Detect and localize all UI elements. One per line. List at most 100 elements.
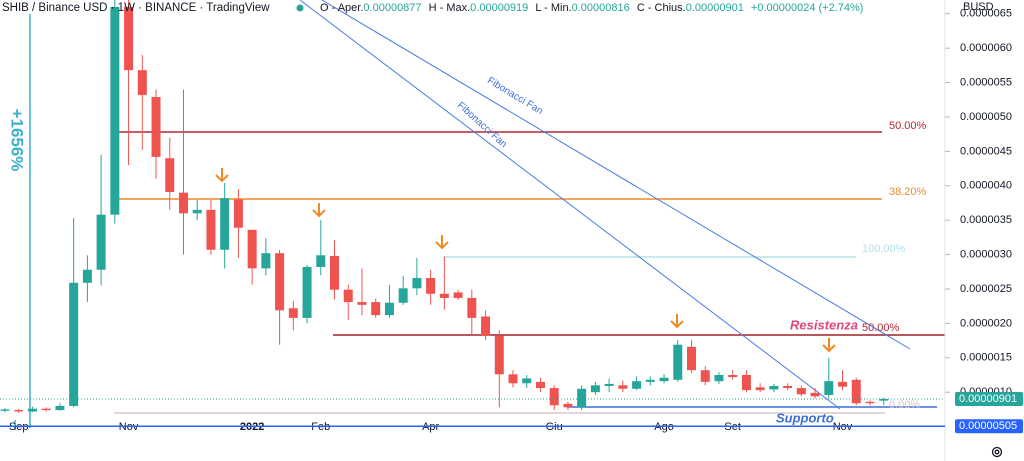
fib-fan-line xyxy=(299,0,841,410)
candle-body xyxy=(178,192,188,214)
candle-body xyxy=(14,410,24,412)
candle-body xyxy=(151,97,161,157)
y-tick-label: 0.0000045 xyxy=(960,145,1012,157)
resistance-label: Resistenza xyxy=(790,317,858,332)
candle-body xyxy=(41,408,51,411)
y-tick-label: 0.0000030 xyxy=(960,248,1012,260)
gain-label: +1656% xyxy=(8,109,27,172)
candle-body xyxy=(192,209,202,214)
gear-hub xyxy=(994,449,1000,455)
candle-body xyxy=(549,388,559,406)
candle-body xyxy=(371,302,381,316)
title: SHIB / Binance USD · 1W · BINANCE · Trad… xyxy=(2,2,270,14)
ohlc-value: 0.00000816 xyxy=(572,2,630,14)
candle-body xyxy=(220,198,230,250)
candle-body xyxy=(522,378,532,384)
candle-body xyxy=(508,374,518,384)
candle-body xyxy=(714,374,724,382)
y-tick-label: 0.0000065 xyxy=(960,8,1012,20)
candle-body xyxy=(769,386,779,390)
ohlc-value: 0.00000919 xyxy=(470,2,528,14)
ohlc-value: 0.00000877 xyxy=(363,2,421,14)
candle-body xyxy=(412,277,422,289)
candle-body xyxy=(590,385,600,393)
candle-body xyxy=(27,408,37,412)
ohlc-label: H - Max. xyxy=(429,2,471,14)
candle-body xyxy=(838,381,848,387)
fib-label: 38.20% xyxy=(889,186,927,198)
candle-body xyxy=(275,253,285,311)
candles xyxy=(0,0,889,413)
arrows xyxy=(215,168,836,353)
candle-body xyxy=(206,209,216,250)
fib-label: 100.00% xyxy=(862,243,906,255)
candle-body xyxy=(604,383,614,387)
fib-label: 0.00% xyxy=(889,399,920,411)
y-tick-label: 0.0000020 xyxy=(960,317,1012,329)
fib-fan-line xyxy=(321,0,911,350)
candle-body xyxy=(124,6,134,71)
header: SHIB / Binance USD · 1W · BINANCE · Trad… xyxy=(2,2,270,14)
candle-body xyxy=(659,377,669,382)
y-tick-label: 0.0000055 xyxy=(960,76,1012,88)
candle-body xyxy=(879,399,889,401)
y-tick-label: 0.0000035 xyxy=(960,214,1012,226)
ohlc-label: O - Aper. xyxy=(320,2,363,14)
candle-body xyxy=(645,379,655,382)
candle-body xyxy=(632,381,642,389)
arrow xyxy=(435,235,449,250)
candle-body xyxy=(563,403,573,408)
candle-body xyxy=(467,297,477,318)
candle-body xyxy=(796,388,806,395)
ohlc-value: 0.00000901 xyxy=(686,2,744,14)
candle-body xyxy=(247,229,257,269)
arrow xyxy=(822,338,836,353)
price-box xyxy=(955,419,1023,434)
arrow xyxy=(215,168,229,183)
candle-body xyxy=(288,308,298,318)
arrow xyxy=(312,203,326,218)
candle-body xyxy=(535,381,545,389)
candle-body xyxy=(398,288,408,303)
candle-body xyxy=(494,335,504,375)
candle-body xyxy=(343,289,353,303)
gear xyxy=(991,446,1003,458)
candle-body xyxy=(687,346,696,371)
y-tick-label: 0.0000040 xyxy=(960,180,1012,192)
fib-label: 50.00% xyxy=(889,120,927,132)
candle-body xyxy=(261,253,271,269)
candle-body xyxy=(0,409,10,411)
candle-body xyxy=(110,6,120,215)
ohlc-label: L - Min. xyxy=(535,2,571,14)
candle-body xyxy=(69,282,79,406)
ohlc-label: C - Chius. xyxy=(637,2,686,14)
y-tick-label: 0.0000050 xyxy=(960,111,1012,123)
candle-body xyxy=(865,401,875,404)
y-axis: 0.00000100.00000150.00000200.00000250.00… xyxy=(945,8,1012,398)
candle-body xyxy=(481,316,491,336)
candle-body xyxy=(673,344,683,380)
candle-body xyxy=(783,386,793,389)
status-dot xyxy=(296,4,304,12)
candle-body xyxy=(82,269,92,283)
settings-icon[interactable] xyxy=(991,446,1003,458)
y-tick-label: 0.0000025 xyxy=(960,283,1012,295)
candle-body xyxy=(741,374,751,391)
price-box xyxy=(955,392,1023,407)
candle-body xyxy=(439,293,449,298)
candle-body xyxy=(55,405,65,411)
candle-body xyxy=(577,388,587,408)
candle-body xyxy=(384,302,394,316)
fib-label: 50.00% xyxy=(862,322,900,334)
change: +0.00000024 (+2.74%) xyxy=(751,2,864,14)
candle-body xyxy=(165,158,175,192)
candle-body xyxy=(700,370,710,382)
candle-body xyxy=(810,392,820,397)
price-box-label: 0.00000505 xyxy=(959,420,1017,432)
candle-body xyxy=(426,277,436,294)
candle-body xyxy=(357,302,367,305)
candle-body xyxy=(233,199,243,228)
candle-body xyxy=(755,387,765,391)
